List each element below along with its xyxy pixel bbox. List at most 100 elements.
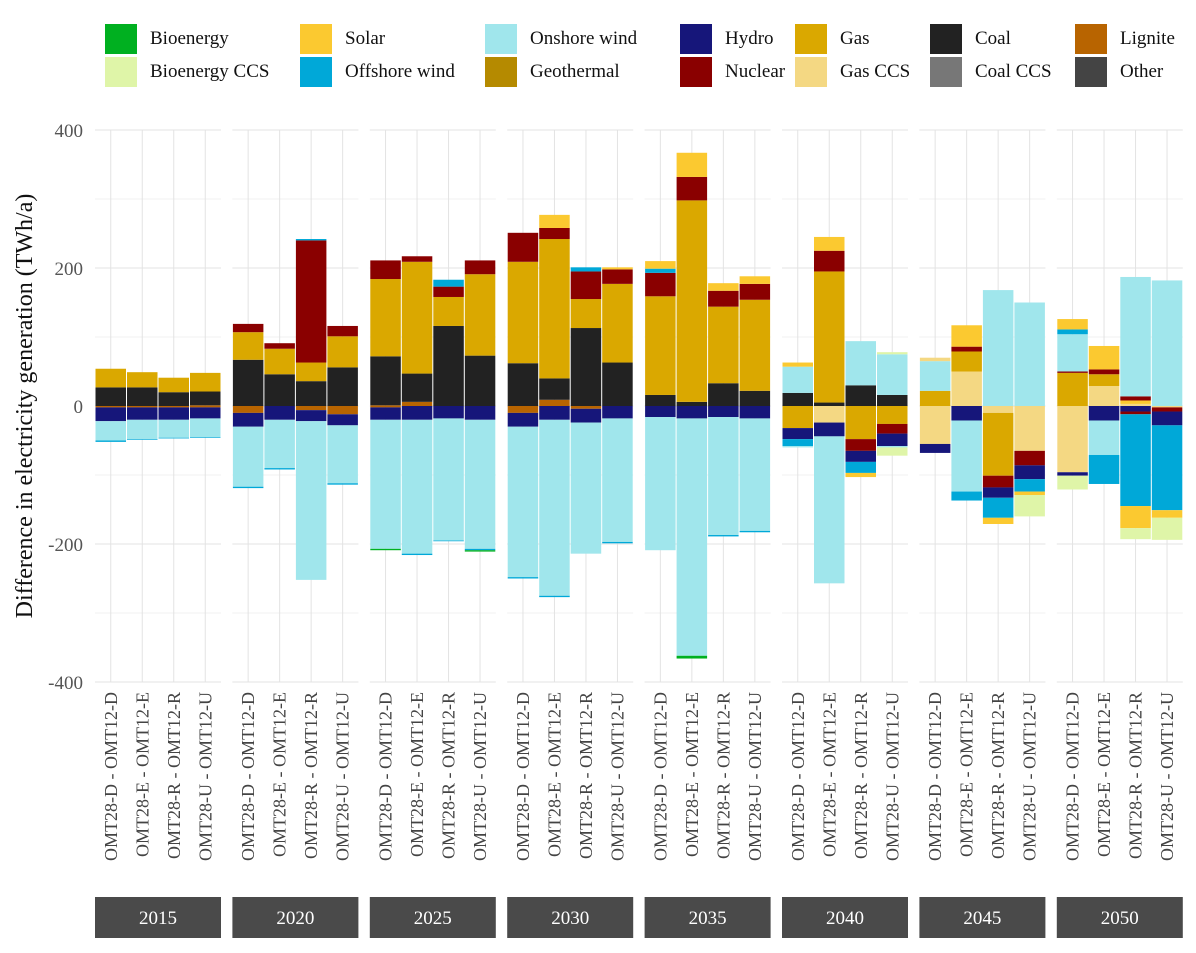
bar-segment-offshore: [401, 553, 433, 556]
bar-segment-nuclear: [708, 290, 739, 307]
bar-segment-nuclear: [295, 240, 327, 363]
legend-item-solar: Solar: [300, 24, 385, 54]
legend-item-coalccs: Coal CCS: [930, 57, 1052, 87]
bar-segment-hydro: [190, 407, 221, 419]
bar-segment-hydro: [370, 407, 401, 420]
legend-item-bioenergy: Bioenergy: [105, 24, 229, 54]
bar-segment-hydro: [1120, 406, 1151, 412]
bar-segment-bioccs: [877, 447, 908, 456]
legend-swatch-coalccs: [930, 57, 962, 87]
bar-segment-offshore: [190, 437, 221, 438]
bar-segment-lignite: [295, 406, 327, 411]
bar-segment-onshore: [1014, 302, 1045, 406]
bar-segment-solar: [708, 283, 739, 291]
panel-2020: OMT28-D - OMT12-D OMT28-E - OMT12-E OMT28-…: [232, 129, 359, 938]
bar-segment-gas: [845, 406, 876, 440]
bar-segment-coal: [158, 392, 189, 406]
facet-strip-label: 2025: [414, 908, 452, 929]
bar-segment-hydro: [264, 406, 295, 420]
bar-segment-hydro: [602, 406, 633, 419]
bar-segment-onshore: [127, 419, 158, 440]
bar-segment-coal: [327, 367, 358, 406]
bar-segment-nuclear: [1057, 371, 1088, 373]
panel-2040: OMT28-D - OMT12-D OMT28-E - OMT12-E OMT28-…: [782, 129, 908, 938]
bar-segment-bioccs: [1014, 495, 1045, 517]
legend-swatch-geothermal: [485, 57, 517, 87]
bar-segment-gas: [676, 200, 708, 402]
x-tick-label: OMT28-R - OMT12-R: [988, 692, 1008, 859]
bar-segment-gas: [232, 332, 264, 360]
bar-segment-hydro: [919, 443, 951, 453]
bar-segment-gasccs: [919, 406, 951, 444]
bar-segment-nuclear: [401, 256, 433, 262]
bar-segment-coal: [570, 328, 602, 406]
legend-swatch-other: [1075, 57, 1107, 87]
legend-item-onshore: Onshore wind: [485, 24, 637, 54]
x-tick-label: OMT28-R - OMT12-R: [439, 692, 459, 859]
bar-segment-gas: [95, 368, 126, 388]
bar-segment-nuclear: [1120, 396, 1151, 401]
bar-segment-bioccs: [1151, 517, 1183, 540]
bar-segment-offshore: [1057, 329, 1088, 335]
bar-segment-gas: [433, 296, 464, 326]
bar-segment-nuclear: [232, 323, 264, 333]
legend-item-nuclear: Nuclear: [680, 57, 785, 87]
bar-segment-onshore: [1151, 280, 1183, 406]
bar-segment-nuclear: [1014, 450, 1045, 466]
bar-segment-nuclear: [814, 250, 845, 272]
bar-segment-gas: [327, 336, 358, 368]
bar-segment-solar: [1088, 345, 1120, 370]
bar-segment-nuclear: [507, 232, 539, 262]
bar-segment-hydro: [739, 406, 771, 419]
bar-segment-hydro: [814, 422, 845, 437]
bar-segment-solar: [602, 267, 633, 270]
bar-segment-onshore: [877, 354, 908, 395]
bar-segment-hydro: [1014, 465, 1045, 480]
bar-segment-gas: [158, 377, 189, 393]
bar-segment-nuclear: [570, 271, 602, 300]
bar-segment-gasccs: [982, 406, 1014, 413]
bar-segment-offshore: [782, 439, 813, 447]
bar-segment-coal: [232, 359, 264, 406]
bar-segment-gas: [951, 351, 982, 372]
facet-strip-2030: [507, 897, 634, 938]
x-tick-label: OMT28-D - OMT12-D: [1063, 692, 1083, 861]
bar-segment-onshore: [845, 341, 876, 386]
x-tick-label: OMT28-E - OMT12-E: [1094, 692, 1114, 857]
bar-segment-nuclear: [877, 423, 908, 434]
legend-item-geothermal: Geothermal: [485, 57, 620, 87]
x-tick-label: OMT28-U - OMT12-U: [1157, 692, 1177, 861]
legend-item-bioccs: Bioenergy CCS: [105, 57, 269, 87]
legend-swatch-gasccs: [795, 57, 827, 87]
bar-segment-coal: [401, 373, 433, 402]
x-tick-label: OMT28-E - OMT12-E: [682, 692, 702, 857]
x-tick-label: OMT28-U - OMT12-U: [333, 692, 353, 861]
bar-segment-gas: [602, 283, 633, 363]
facet-strip-label: 2050: [1101, 908, 1139, 929]
x-tick-label: OMT28-D - OMT12-D: [925, 692, 945, 861]
bar-segment-gas: [814, 271, 845, 403]
bar-segment-solar: [1151, 510, 1183, 518]
bar-segment-solar: [1057, 319, 1088, 330]
bar-segment-onshore: [327, 425, 358, 484]
bar-segment-gas: [190, 372, 221, 392]
bar-segment-nuclear: [1088, 369, 1120, 375]
bar-segment-bioccs: [1120, 528, 1151, 540]
facet-strip-label: 2035: [689, 908, 727, 929]
bar-segment-hydro: [982, 487, 1014, 498]
legend-label-lignite: Lignite: [1120, 28, 1175, 49]
bar-segment-hydro: [158, 407, 189, 420]
bar-segment-solar: [739, 276, 771, 284]
bar-segment-coal: [708, 383, 739, 406]
bar-segment-offshore: [1151, 425, 1183, 511]
facet-strip-label: 2045: [963, 908, 1001, 929]
x-tick-label: OMT28-E - OMT12-E: [270, 692, 290, 857]
bar-segment-coal: [295, 381, 327, 406]
bar-segment-nuclear: [676, 176, 708, 201]
panel-2025: OMT28-D - OMT12-D OMT28-E - OMT12-E OMT28-…: [369, 129, 496, 938]
bar-segment-nuclear: [433, 286, 464, 297]
bar-segment-hydro: [327, 414, 358, 426]
bar-segment-gas: [982, 412, 1014, 476]
bar-segment-onshore: [676, 418, 708, 656]
